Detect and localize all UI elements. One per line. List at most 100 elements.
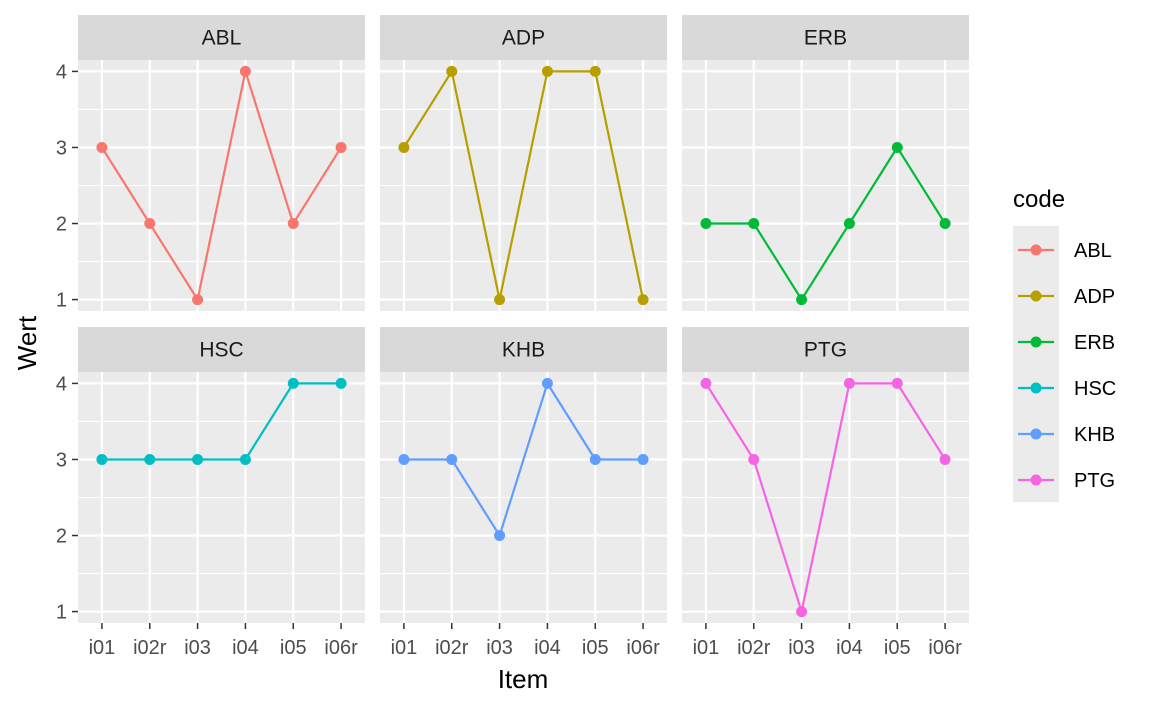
data-point [589,453,601,465]
legend-label: ERB [1074,332,1115,354]
x-tick-label: i05 [280,637,307,659]
series-line-abl [100,67,343,303]
data-point [335,377,347,389]
x-tick-label: i06r [928,637,962,659]
data-point [939,218,951,230]
data-point [748,218,760,230]
data-point [494,294,506,306]
data-point [446,453,458,465]
x-axes: i01 i02r i03 i04 i05 i06r i01 i02r i03 i04 i05 i06r… [89,623,962,659]
x-tick-label: i02r [737,637,771,659]
x-tick-label: i03 [486,637,513,659]
legend-key-point [1030,290,1042,302]
facet-panel-ptg: PTG [682,327,969,623]
legend-label: ADP [1074,286,1115,308]
facet-strip-label: ERB [804,27,847,50]
facet-panel-abl: ABL [78,15,365,311]
y-tick-label: 1 [56,290,67,312]
x-tick-label: i01 [89,637,116,659]
series-line-hsc [101,382,342,461]
data-point [96,453,108,465]
y-tick-label: 1 [56,602,67,624]
data-point [939,453,951,465]
data-point [748,453,760,465]
facet-strip-label: ABL [202,27,242,50]
legend-key-point [1030,336,1042,348]
series-line-ptg [704,382,947,616]
legend-key-point [1030,474,1042,486]
data-point [96,141,108,153]
series-line-khb [403,380,644,539]
data-point [843,377,855,389]
facet-panel-hsc: HSC [78,327,365,623]
facet-strip-label: KHB [502,339,545,362]
data-point [144,218,156,230]
x-tick-label: i01 [693,637,720,659]
facet-strip [380,327,667,372]
data-point [287,218,299,230]
facet-strip-label: PTG [804,339,847,362]
legend-label: KHB [1074,424,1115,446]
x-tick-label: i01 [391,637,418,659]
data-point [239,65,251,77]
x-tick-label: i05 [582,637,609,659]
x-tick-label: i04 [232,637,259,659]
legend-label: PTG [1074,470,1115,492]
y-tick-label: 2 [56,526,67,548]
legend-item-abl: ABL [1018,240,1112,262]
y-axis-title: Wert [12,315,42,370]
data-point [398,453,410,465]
facet-strip-label: HSC [199,339,243,362]
data-point [891,377,903,389]
x-tick-label: i03 [788,637,815,659]
y-tick-label: 4 [56,61,67,83]
data-point [891,141,903,153]
data-point [796,606,808,618]
legend-item-hsc: HSC [1018,378,1116,400]
legend-key-point [1030,428,1042,440]
legend-item-ptg: PTG [1018,470,1115,492]
legend: code ABL ADP ERB HSC KHB PTG [1013,186,1116,502]
legend-label: HSC [1074,378,1116,400]
x-tick-label: i04 [534,637,561,659]
data-point [541,377,553,389]
legend-title: code [1013,186,1065,213]
x-tick-label: i04 [836,637,863,659]
data-point [796,294,808,306]
facet-panels: ABL ADP ERB HSC KHB PTG [78,15,969,623]
legend-item-adp: ADP [1018,286,1115,308]
legend-item-erb: ERB [1018,332,1115,354]
legend-label: ABL [1074,240,1112,262]
data-point [144,453,156,465]
x-tick-label: i06r [324,637,358,659]
facet-strip [78,327,365,372]
y-tick-label: 4 [56,373,67,395]
legend-key-point [1030,382,1042,394]
series-line-adp [402,68,645,300]
facet-panel-adp: ADP [380,15,667,311]
data-point [541,65,553,77]
data-point [239,453,251,465]
data-point [335,141,347,153]
series-line-erb [705,145,947,302]
facet-strip [682,15,969,60]
facet-panel-khb: KHB [380,327,667,623]
y-tick-label: 3 [56,449,67,471]
data-point [637,453,649,465]
data-point [192,294,204,306]
data-point [494,530,506,542]
data-point [589,65,601,77]
y-tick-label: 2 [56,214,67,236]
facet-strip-label: ADP [502,27,545,50]
y-tick-label: 3 [56,137,67,159]
x-tick-label: i05 [884,637,911,659]
facet-strip [78,15,365,60]
x-tick-label: i06r [626,637,660,659]
facet-panel-erb: ERB [682,15,969,311]
data-point [637,294,649,306]
facet-strip [682,327,969,372]
legend-item-khb: KHB [1018,424,1115,446]
data-point [700,377,712,389]
x-tick-label: i02r [133,637,167,659]
